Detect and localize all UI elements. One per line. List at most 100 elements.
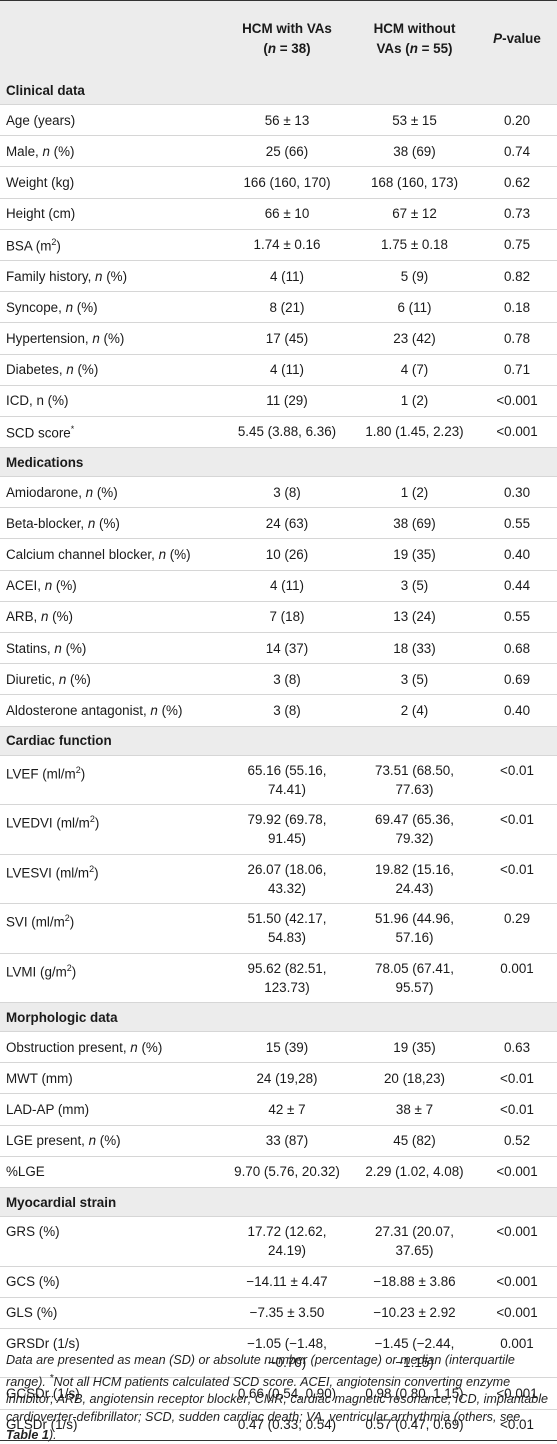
row-label: GLS (%) <box>6 1305 58 1321</box>
table-row: GCSDr (1/s) 0.66 (0.54, 0.90) 0.98 (0.80, … <box>0 1378 557 1410</box>
row-label: MWT (mm) <box>6 1070 73 1086</box>
p-value: <0.01 <box>500 762 534 778</box>
p-value: 0.52 <box>503 1133 531 1149</box>
table-row: Weight (kg) 166 (160, 170) 168 (160, 173) 0… <box>0 167 557 199</box>
value-without-vas: 2 (4) <box>400 702 429 718</box>
value-without-vas: 3 (5) <box>400 578 429 594</box>
table-row: GRS (%) 17.72 (12.62, 24.19) 27.31 (20.07, 3… <box>0 1217 557 1267</box>
p-value: 0.29 <box>503 911 531 927</box>
row-label: Amiodarone, n (%) <box>6 484 118 500</box>
value-without-vas: 19 (35) <box>393 547 436 563</box>
value-with-vas: 15 (39) <box>265 1039 309 1055</box>
table-row: GLS (%) −7.35 ± 3.50 −10.23 ± 2.92 <0.001 <box>0 1298 557 1329</box>
value-without-vas: 67 ± 12 <box>392 206 437 222</box>
row-label: LVEF (ml/m2) <box>6 764 86 782</box>
value-with-vas: 56 ± 13 <box>264 112 310 128</box>
value-without-vas: 51.96 (44.96, 57.16) <box>375 911 454 946</box>
table-row: LVESVI (ml/m2) 26.07 (18.06, 43.32) 19.82 (… <box>0 855 557 905</box>
value-with-vas: 166 (160, 170) <box>243 174 331 190</box>
row-label: SVI (ml/m2) <box>6 913 75 930</box>
p-value: 0.75 <box>503 237 531 253</box>
value-without-vas: −1.45 (−2.44, −1.15) <box>374 1336 455 1371</box>
p-value: <0.001 <box>496 1274 538 1290</box>
value-with-vas: 7 (18) <box>269 609 305 625</box>
value-with-vas: 1.74 ± 0.16 <box>253 237 321 253</box>
value-with-vas: 8 (21) <box>269 299 305 315</box>
p-value: <0.001 <box>496 393 538 409</box>
table-row: Male, n (%) 25 (66) 38 (69) 0.74 <box>0 136 557 168</box>
row-label: Diuretic, n (%) <box>6 671 91 687</box>
value-with-vas: 17.72 (12.62, 24.19) <box>247 1224 327 1259</box>
value-without-vas: 27.31 (20.07, 37.65) <box>375 1224 454 1259</box>
section-title: Morphologic data <box>6 1009 118 1025</box>
value-with-vas: 11 (29) <box>266 393 308 409</box>
value-with-vas: 3 (8) <box>273 702 301 718</box>
p-value: 0.55 <box>503 609 531 625</box>
row-label: ACEI, n (%) <box>6 578 77 594</box>
section-title: Medications <box>6 454 84 470</box>
p-value: 0.78 <box>503 330 531 346</box>
value-without-vas: 1.80 (1.45, 2.23) <box>365 424 464 440</box>
value-with-vas: 95.62 (82.51, 123.73) <box>247 960 327 995</box>
table-row: Diabetes, n (%) 4 (11) 4 (7) 0.71 <box>0 355 557 386</box>
p-value: <0.001 <box>496 1385 538 1401</box>
table-row: LGE present, n (%) 33 (87) 45 (82) 0.52 <box>0 1126 557 1157</box>
row-label: LVESVI (ml/m2) <box>6 863 99 881</box>
value-without-vas: 4 (7) <box>400 362 429 378</box>
value-with-vas: 4 (11) <box>270 268 304 284</box>
p-value: <0.001 <box>496 1224 538 1239</box>
table-row: Family history, n (%) 4 (11) 5 (9) 0.82 <box>0 261 557 293</box>
p-value: <0.01 <box>500 1070 534 1086</box>
value-with-vas: −14.11 ± 4.47 <box>246 1274 328 1290</box>
section-header: Morphologic data <box>0 1003 557 1033</box>
p-value: <0.001 <box>496 1305 538 1321</box>
value-with-vas: 26.07 (18.06, 43.32) <box>247 861 327 896</box>
p-value: 0.18 <box>503 299 531 315</box>
row-label: Age (years) <box>6 112 76 128</box>
value-without-vas: 3 (5) <box>400 671 429 687</box>
value-without-vas: 38 (69) <box>393 143 436 159</box>
row-label: Syncope, n (%) <box>6 299 98 315</box>
value-without-vas: 2.29 (1.02, 4.08) <box>365 1164 464 1180</box>
table-row: Height (cm) 66 ± 10 67 ± 12 0.73 <box>0 199 557 230</box>
row-label: LAD-AP (mm) <box>6 1102 90 1118</box>
table-row: %LGE 9.70 (5.76, 20.32) 2.29 (1.02, 4.08) <… <box>0 1157 557 1188</box>
table-row: LVEF (ml/m2) 65.16 (55.16, 74.41) 73.51 (68… <box>0 756 557 806</box>
p-value: 0.82 <box>503 268 531 284</box>
value-with-vas: 42 ± 7 <box>268 1102 306 1118</box>
table-row: ACEI, n (%) 4 (11) 3 (5) 0.44 <box>0 571 557 602</box>
header-p-value: P-value <box>493 30 541 46</box>
section-title: Clinical data <box>6 82 85 98</box>
row-label: GCSDr (1/s) <box>6 1385 80 1401</box>
value-with-vas: 51.50 (42.17, 54.83) <box>247 911 327 946</box>
row-label: Hypertension, n (%) <box>6 330 125 346</box>
row-label: LVEDVI (ml/m2) <box>6 814 100 831</box>
value-without-vas: 20 (18,23) <box>383 1070 446 1086</box>
table-row: LVMI (g/m2) 95.62 (82.51, 123.73) 78.05 (67… <box>0 954 557 1004</box>
table-row: BSA (m2) 1.74 ± 0.16 1.75 ± 0.18 0.75 <box>0 230 557 261</box>
table-row: GRSDr (1/s) −1.05 (−1.48, −0.70) −1.45 (−2.… <box>0 1329 557 1379</box>
p-value: 0.71 <box>503 362 531 378</box>
value-without-vas: 69.47 (65.36, 79.32) <box>375 812 454 847</box>
row-label: SCD score* <box>6 423 75 441</box>
section-header: Clinical data <box>0 76 557 105</box>
section-header: Cardiac function <box>0 726 557 756</box>
row-label: Diabetes, n (%) <box>6 362 99 378</box>
table-row: Hypertension, n (%) 17 (45) 23 (42) 0.78 <box>0 323 557 355</box>
row-label: Calcium channel blocker, n (%) <box>6 547 191 563</box>
p-value: 0.40 <box>503 547 531 563</box>
value-with-vas: −7.35 ± 3.50 <box>249 1305 325 1321</box>
value-with-vas: 5.45 (3.88, 6.36) <box>237 424 337 440</box>
p-value: 0.30 <box>503 484 531 500</box>
table-row: Calcium channel blocker, n (%) 10 (26) 19 … <box>0 539 557 571</box>
p-value: 0.44 <box>503 578 531 594</box>
value-with-vas: 66 ± 10 <box>264 206 310 222</box>
header-col2-line1: HCM with VAs <box>242 20 332 36</box>
value-without-vas: 13 (24) <box>393 609 436 625</box>
p-value: <0.001 <box>496 424 538 440</box>
value-with-vas: 65.16 (55.16, 74.41) <box>247 762 327 797</box>
table-row: MWT (mm) 24 (19,28) 20 (18,23) <0.01 <box>0 1063 557 1095</box>
section-header: Medications <box>0 448 557 478</box>
table-body: Clinical data Age (years) 56 ± 13 53 ± 15 0.… <box>0 76 557 1441</box>
